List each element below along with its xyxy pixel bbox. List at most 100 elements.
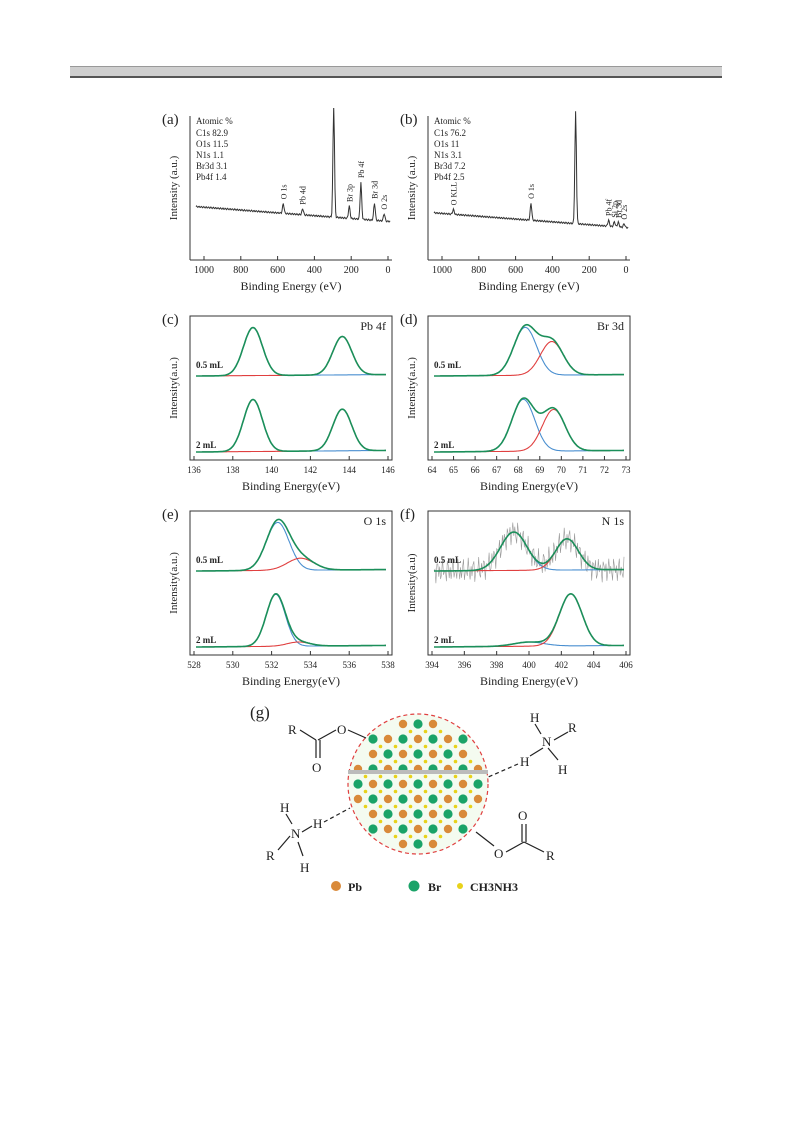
atomic-entry: N1s 3.1 — [434, 150, 462, 160]
peak-label: Pb 4d — [299, 186, 308, 204]
ma-site — [378, 774, 383, 779]
chart-c: (c) Intensity(a.u.) Binding Energy(eV) 136 1… — [162, 312, 395, 493]
chart-a: (a) Intensity (a.u.) Binding Energy (eV) 10… — [162, 108, 392, 293]
x-tick-label: 1000 — [432, 265, 452, 276]
x-tick-label: 69 — [535, 465, 545, 475]
panel-label: (a) — [162, 112, 179, 128]
x-tick-label: 800 — [233, 265, 248, 276]
x-tick-label: 68 — [514, 465, 524, 475]
ma-site — [408, 729, 413, 734]
header-bar — [70, 66, 722, 77]
x-tick-label: 530 — [226, 660, 240, 670]
ma-site — [438, 819, 443, 824]
atomic-entry: N1s 1.1 — [196, 150, 224, 160]
peak-label: Si 2p — [610, 201, 619, 218]
panel-a: (a) Intensity (a.u.) Binding Energy (eV) 10… — [160, 108, 400, 298]
scheme-figure: (g) R O O H N R H H — [248, 700, 588, 900]
atom-h: H — [530, 710, 539, 725]
x-axis-label: Binding Energy(eV) — [242, 674, 340, 688]
peak-label: O 2s — [620, 205, 629, 220]
ma-site — [453, 804, 458, 809]
br-atom — [443, 749, 453, 759]
ma-site — [363, 804, 368, 809]
ma-site — [423, 729, 428, 734]
x-axis-label: Binding Energy (eV) — [240, 279, 341, 293]
ma-site — [453, 789, 458, 794]
x-tick-label: 600 — [270, 265, 285, 276]
ma-site — [468, 774, 473, 779]
pb-atom — [443, 824, 453, 834]
br-atom — [428, 734, 438, 744]
ma-site — [438, 729, 443, 734]
pb-atom — [428, 839, 438, 849]
x-tick-label: 200 — [582, 265, 597, 276]
atom-r: R — [266, 848, 275, 863]
pb-atom — [368, 809, 378, 819]
x-tick-label: 64 — [428, 465, 438, 475]
pb-atom — [353, 794, 363, 804]
ma-site — [468, 789, 473, 794]
nanocrystal — [347, 713, 489, 855]
trace-label: 2 mL — [196, 635, 216, 645]
ma-site — [408, 834, 413, 839]
fit-component-2 — [196, 335, 386, 377]
panel-label: (b) — [400, 112, 418, 128]
pb-atom — [428, 749, 438, 759]
element-label: Br 3d — [597, 319, 624, 333]
scheme-svg: (g) R O O H N R H H — [250, 703, 577, 894]
br-atom — [413, 809, 423, 819]
ma-site — [453, 774, 458, 779]
ma-site — [363, 774, 368, 779]
atomic-header: Atomic % — [196, 116, 233, 126]
scheme-legend: Pb Br CH3NH3 — [331, 880, 518, 894]
ma-site — [453, 744, 458, 749]
panel-e: (e) Intensity(a.u.) Binding Energy(eV) 528 5… — [160, 503, 400, 693]
ma-dot-icon — [457, 883, 463, 889]
legend-br: Br — [428, 880, 442, 894]
pb-atom — [398, 779, 408, 789]
x-tick-label: 800 — [471, 265, 486, 276]
x-tick-label: 400 — [307, 265, 322, 276]
br-atom — [458, 794, 468, 804]
br-atom — [413, 749, 423, 759]
lattice — [353, 719, 483, 849]
pb-atom — [398, 719, 408, 729]
fit-envelope — [434, 531, 624, 572]
x-tick-label: 65 — [449, 465, 459, 475]
survey-spectrum — [195, 108, 391, 223]
pb-atom — [458, 749, 468, 759]
br-atom — [473, 779, 483, 789]
atomic-entry: Pb4f 1.4 — [196, 172, 227, 182]
ma-site — [393, 804, 398, 809]
ma-site — [393, 759, 398, 764]
pb-atom — [398, 809, 408, 819]
atom-o: O — [337, 722, 346, 737]
x-axis-label: Binding Energy (eV) — [478, 279, 579, 293]
y-axis-label: Intensity(a.u.) — [406, 357, 418, 419]
br-atom — [458, 824, 468, 834]
br-atom — [413, 779, 423, 789]
x-tick-label: 532 — [265, 660, 279, 670]
atom-n: N — [291, 826, 301, 841]
fit-envelope — [196, 592, 386, 648]
peak-label: O 2s — [380, 195, 389, 210]
x-tick-label: 0 — [624, 265, 629, 276]
chart-e: (e) Intensity(a.u.) Binding Energy(eV) 528 5… — [162, 507, 395, 688]
atomic-entry: Br3d 3.1 — [196, 161, 228, 171]
atom-r: R — [568, 720, 577, 735]
br-atom — [458, 734, 468, 744]
panel-label: (e) — [162, 507, 179, 523]
x-tick-label: 1000 — [194, 265, 214, 276]
atomic-entry: O1s 11 — [434, 139, 459, 149]
x-tick-label: 536 — [342, 660, 356, 670]
pb-atom — [428, 779, 438, 789]
x-tick-label: 138 — [226, 465, 240, 475]
br-atom — [413, 719, 423, 729]
peak-label: Pb 4f — [357, 161, 366, 178]
legend-pb: Pb — [348, 880, 362, 894]
ma-site — [408, 789, 413, 794]
atom-h: H — [520, 754, 529, 769]
ma-site — [423, 789, 428, 794]
peak-label: Br 3d — [614, 200, 623, 218]
ma-site — [468, 804, 473, 809]
